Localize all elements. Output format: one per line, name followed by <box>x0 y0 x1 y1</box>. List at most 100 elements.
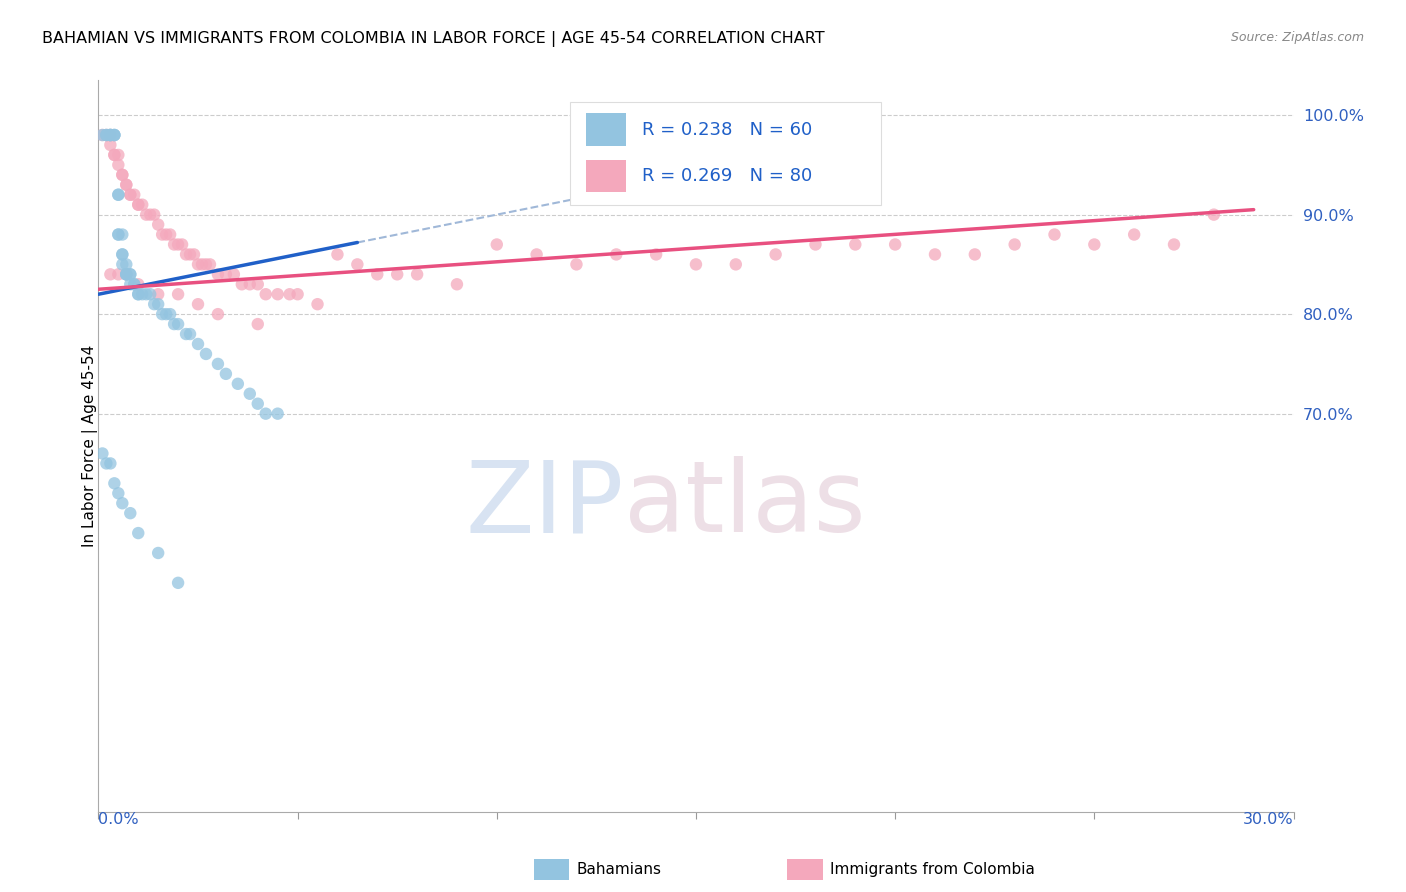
Point <box>267 287 290 301</box>
Point <box>1202 208 1225 222</box>
Point <box>239 386 262 401</box>
Point <box>124 187 146 202</box>
Point <box>120 506 142 520</box>
Point <box>179 247 201 261</box>
Point <box>685 257 707 271</box>
Point <box>231 277 253 292</box>
Point <box>239 277 262 292</box>
Point <box>172 237 194 252</box>
Point <box>406 268 429 282</box>
Point <box>98 128 122 142</box>
Point <box>107 187 129 202</box>
Point <box>127 526 149 541</box>
Point <box>150 227 173 242</box>
Point <box>150 307 173 321</box>
Point <box>278 287 301 301</box>
Point <box>884 237 907 252</box>
Point <box>191 257 214 271</box>
Point <box>765 247 787 261</box>
Point <box>167 237 190 252</box>
Point <box>107 227 129 242</box>
Point <box>605 247 627 261</box>
Point <box>163 317 186 331</box>
Point <box>139 287 162 301</box>
Point <box>1083 237 1105 252</box>
Point <box>207 307 229 321</box>
Point <box>131 197 153 211</box>
Point <box>963 247 986 261</box>
Point <box>135 208 157 222</box>
Point <box>103 128 125 142</box>
Point <box>103 476 125 491</box>
Point <box>174 247 197 261</box>
Point <box>267 407 290 421</box>
Point <box>724 257 747 271</box>
Point <box>446 277 468 292</box>
Point <box>187 297 209 311</box>
Point <box>120 187 142 202</box>
Point <box>91 446 114 460</box>
Point <box>98 128 122 142</box>
Point <box>163 237 186 252</box>
Point <box>107 187 129 202</box>
Text: 0.0%: 0.0% <box>98 812 139 827</box>
Point <box>159 307 181 321</box>
Point <box>115 178 138 192</box>
Point <box>96 128 118 142</box>
Point <box>103 148 125 162</box>
Point <box>98 457 122 471</box>
Point <box>98 268 122 282</box>
Point <box>98 128 122 142</box>
Point <box>120 268 142 282</box>
Point <box>844 237 866 252</box>
Point <box>246 277 269 292</box>
Point <box>254 287 277 301</box>
Point <box>127 197 149 211</box>
Point <box>187 257 209 271</box>
Text: atlas: atlas <box>624 456 866 553</box>
Point <box>346 257 368 271</box>
Point <box>107 148 129 162</box>
Point <box>148 218 170 232</box>
Point <box>98 138 122 153</box>
Text: BAHAMIAN VS IMMIGRANTS FROM COLOMBIA IN LABOR FORCE | AGE 45-54 CORRELATION CHAR: BAHAMIAN VS IMMIGRANTS FROM COLOMBIA IN … <box>42 31 825 47</box>
Point <box>111 168 134 182</box>
Text: Bahamians: Bahamians <box>576 863 661 877</box>
Point <box>246 317 269 331</box>
Point <box>198 257 221 271</box>
Point <box>215 268 238 282</box>
Point <box>924 247 946 261</box>
Point <box>1004 237 1026 252</box>
Text: ZIP: ZIP <box>465 456 624 553</box>
Point <box>167 287 190 301</box>
Point <box>111 227 134 242</box>
Point <box>385 268 409 282</box>
Point <box>127 277 149 292</box>
Point <box>103 128 125 142</box>
Point <box>96 128 118 142</box>
Point <box>91 128 114 142</box>
Point <box>115 268 138 282</box>
Point <box>115 268 138 282</box>
Point <box>107 268 129 282</box>
Point <box>183 247 205 261</box>
Point <box>1043 227 1066 242</box>
Point <box>98 128 122 142</box>
Point <box>96 457 118 471</box>
Point <box>98 128 122 142</box>
Point <box>179 326 201 341</box>
Point <box>246 397 269 411</box>
Point <box>226 376 249 391</box>
Point <box>287 287 309 301</box>
Point <box>804 237 827 252</box>
Point <box>155 307 177 321</box>
Point <box>155 227 177 242</box>
Point <box>91 128 114 142</box>
Point <box>107 486 129 500</box>
Point <box>645 247 668 261</box>
Point <box>174 326 197 341</box>
Point <box>167 317 190 331</box>
Point <box>124 277 146 292</box>
Text: Immigrants from Colombia: Immigrants from Colombia <box>830 863 1035 877</box>
Point <box>111 168 134 182</box>
